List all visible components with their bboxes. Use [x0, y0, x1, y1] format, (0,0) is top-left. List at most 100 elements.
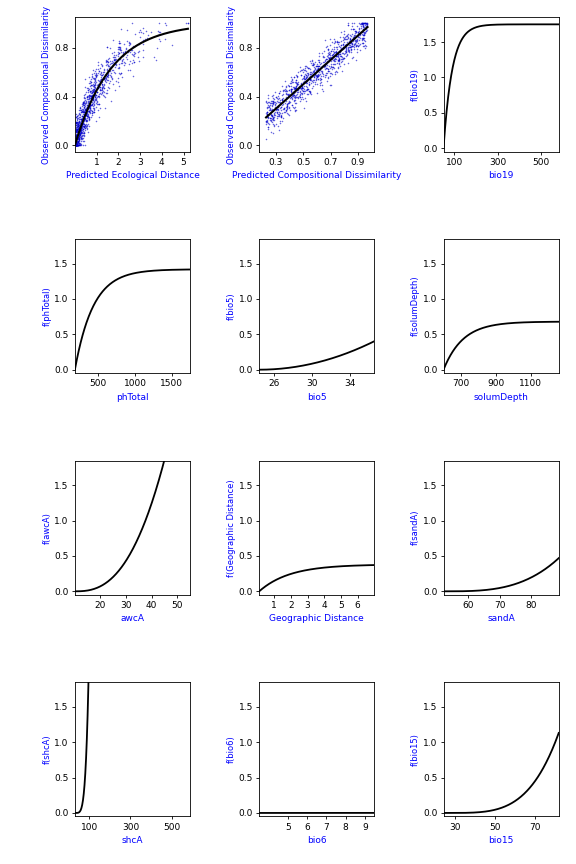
- Point: [314, 46, 323, 60]
- Point: [328, 49, 338, 63]
- Point: [321, 59, 330, 73]
- Point: [336, 25, 346, 39]
- Point: [71, 118, 81, 132]
- Point: [90, 85, 99, 98]
- Point: [80, 138, 89, 152]
- Point: [275, 92, 285, 106]
- Point: [75, 131, 84, 145]
- X-axis label: Predicted Compositional Dissimilarity: Predicted Compositional Dissimilarity: [232, 171, 401, 180]
- Point: [342, 35, 351, 49]
- Point: [90, 89, 99, 103]
- Point: [359, 39, 368, 53]
- Point: [270, 92, 279, 105]
- Point: [71, 135, 81, 149]
- Point: [263, 107, 272, 121]
- Point: [308, 75, 317, 89]
- Point: [87, 105, 96, 118]
- X-axis label: Geographic Distance: Geographic Distance: [270, 614, 364, 623]
- Point: [343, 28, 353, 41]
- Point: [96, 87, 105, 101]
- Point: [313, 62, 322, 76]
- Point: [86, 85, 95, 98]
- Point: [338, 52, 347, 66]
- Point: [301, 67, 310, 81]
- Point: [108, 71, 117, 85]
- Point: [291, 67, 301, 81]
- Point: [81, 96, 90, 110]
- Point: [85, 89, 94, 103]
- Point: [73, 132, 82, 146]
- Point: [103, 67, 112, 81]
- Point: [343, 29, 353, 43]
- Point: [301, 75, 310, 89]
- Point: [313, 69, 323, 83]
- Point: [266, 98, 275, 111]
- Point: [271, 86, 280, 99]
- Point: [293, 77, 302, 91]
- Point: [85, 102, 94, 116]
- Point: [310, 61, 320, 75]
- Point: [269, 95, 278, 109]
- Point: [314, 61, 323, 75]
- Point: [333, 37, 342, 51]
- Point: [312, 60, 321, 73]
- Point: [352, 33, 361, 47]
- Point: [76, 118, 85, 132]
- Point: [84, 100, 93, 114]
- Point: [72, 131, 81, 145]
- Point: [76, 125, 85, 139]
- Point: [343, 18, 353, 32]
- Point: [294, 79, 304, 92]
- Point: [97, 85, 107, 98]
- Point: [275, 92, 284, 105]
- Point: [310, 68, 320, 82]
- Point: [358, 36, 367, 50]
- Point: [272, 97, 281, 111]
- Point: [104, 61, 113, 75]
- Point: [88, 82, 97, 96]
- Point: [87, 89, 96, 103]
- Point: [276, 104, 286, 118]
- Point: [327, 44, 336, 58]
- Point: [330, 46, 339, 60]
- Point: [350, 29, 359, 42]
- Point: [85, 112, 94, 126]
- Point: [92, 85, 101, 98]
- Point: [272, 90, 281, 104]
- Point: [289, 101, 298, 115]
- Point: [302, 82, 312, 96]
- Point: [282, 99, 291, 113]
- X-axis label: phTotal: phTotal: [116, 392, 149, 402]
- Point: [358, 20, 367, 34]
- Point: [83, 109, 92, 123]
- Point: [265, 102, 274, 116]
- Point: [74, 137, 83, 151]
- Point: [81, 120, 90, 134]
- Point: [89, 85, 98, 98]
- Point: [335, 54, 344, 67]
- Point: [323, 66, 332, 79]
- Point: [292, 85, 301, 98]
- Point: [101, 71, 111, 85]
- Point: [74, 103, 84, 117]
- Point: [357, 25, 366, 39]
- Point: [92, 86, 101, 99]
- Point: [339, 51, 348, 65]
- Point: [74, 130, 83, 143]
- Point: [94, 78, 103, 92]
- Point: [269, 111, 278, 125]
- Point: [92, 88, 101, 102]
- Point: [323, 64, 332, 78]
- Point: [309, 64, 319, 78]
- Point: [79, 126, 89, 140]
- Point: [336, 41, 345, 54]
- Point: [274, 110, 283, 124]
- Point: [76, 134, 85, 148]
- Point: [332, 45, 341, 59]
- Point: [302, 64, 311, 78]
- Point: [286, 83, 295, 97]
- Point: [131, 39, 140, 53]
- Point: [346, 41, 355, 54]
- Point: [88, 88, 97, 102]
- Point: [93, 104, 103, 118]
